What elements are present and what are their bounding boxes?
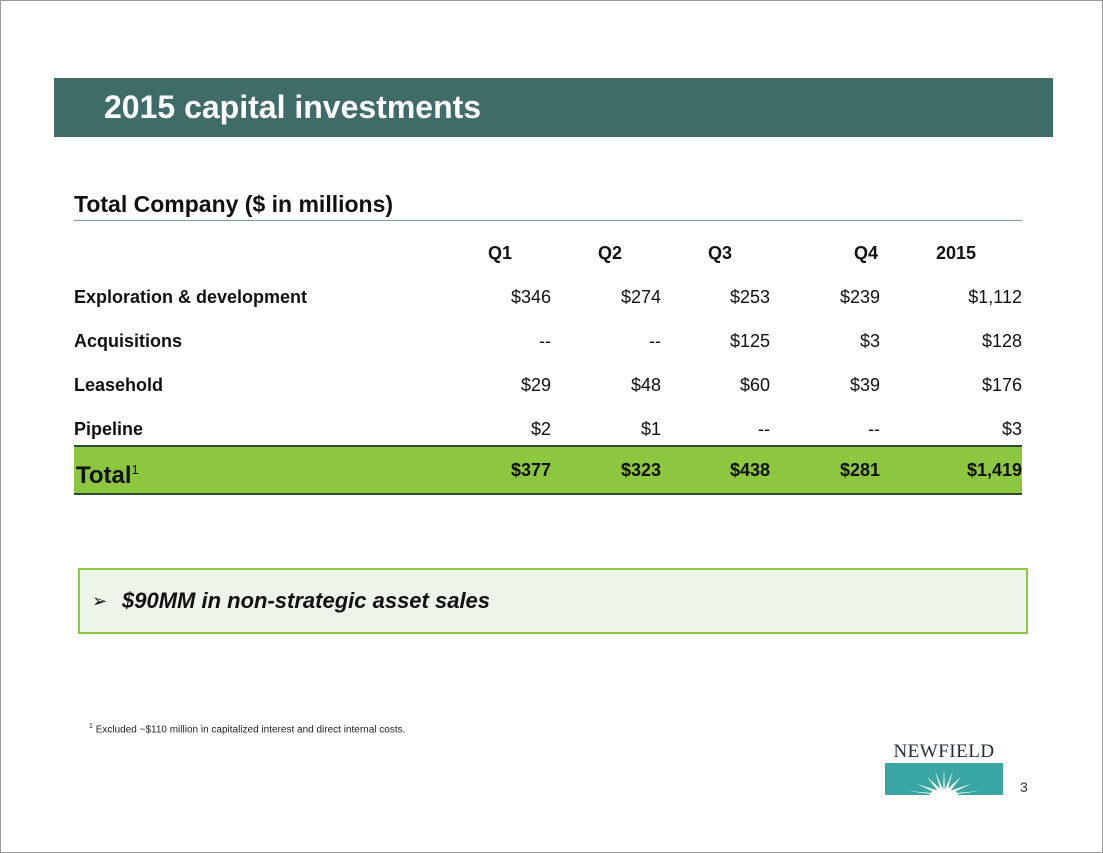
total-row: Total1 $377 $323 $438 $281 $1,419 [74, 445, 1022, 495]
cell-value: $1 [640, 419, 661, 439]
cell-value: $346 [510, 287, 551, 307]
section-title: Total Company ($ in millions) [74, 189, 1022, 221]
table-row: Pipeline $2 $1 -- -- $3 [74, 403, 1022, 447]
total-value: $438 [729, 460, 770, 480]
footnote: 1 Excluded ~$110 million in capitalized … [89, 723, 405, 735]
table-header-row: Q1 Q2 Q3 Q4 2015 [74, 235, 1022, 271]
newfield-logo: NEWFIELD [885, 741, 1003, 795]
cell-value: $60 [739, 375, 770, 395]
callout-text: $90MM in non-strategic asset sales [122, 588, 491, 613]
cell-value: -- [539, 331, 551, 351]
cell-value: $3 [859, 331, 880, 351]
header-q3: Q3 [707, 243, 732, 263]
cell-value: $128 [981, 331, 1022, 351]
header-q1: Q1 [487, 243, 512, 263]
header-q2: Q2 [597, 243, 622, 263]
table-row: Exploration & development $346 $274 $253… [74, 271, 1022, 315]
total-value: $281 [839, 460, 880, 480]
cell-value: $2 [530, 419, 551, 439]
header-q4: Q4 [853, 243, 878, 263]
cell-value: $29 [520, 375, 551, 395]
arrow-bullet-icon: ➢ [92, 591, 108, 611]
slide-title: 2015 capital investments [104, 89, 482, 125]
cell-value: $176 [981, 375, 1022, 395]
cell-value: $239 [839, 287, 880, 307]
table-row: Acquisitions -- -- $125 $3 $128 [74, 315, 1022, 359]
row-label: Exploration & development [74, 287, 308, 307]
cell-value: -- [758, 419, 770, 439]
cell-value: $274 [620, 287, 661, 307]
cell-value: -- [868, 419, 880, 439]
cell-value: $253 [729, 287, 770, 307]
footnote-number: 1 [89, 723, 93, 730]
title-bar: 2015 capital investments [54, 78, 1053, 137]
total-value: $377 [510, 460, 551, 480]
row-label: Acquisitions [74, 331, 183, 351]
callout-box: ➢ $90MM in non-strategic asset sales [78, 568, 1028, 634]
cell-value: -- [649, 331, 661, 351]
cell-value: $39 [849, 375, 880, 395]
row-label: Pipeline [74, 419, 144, 439]
page-number: 3 [1020, 779, 1028, 795]
cell-value: $3 [1001, 419, 1022, 439]
footnote-mark: 1 [131, 462, 139, 477]
capital-investments-table: Q1 Q2 Q3 Q4 2015 Exploration & developme… [74, 235, 1022, 495]
cell-value: $1,112 [968, 287, 1022, 307]
total-value: $1,419 [966, 460, 1022, 480]
cell-value: $125 [729, 331, 770, 351]
footnote-text: Excluded ~$110 million in capitalized in… [95, 724, 406, 736]
total-label-text: Total [76, 462, 132, 489]
total-label: Total1 [76, 452, 139, 494]
cell-value: $48 [630, 375, 661, 395]
total-value: $323 [620, 460, 661, 480]
sunburst-icon [885, 763, 1003, 795]
logo-wordmark: NEWFIELD [893, 741, 995, 762]
header-2015: 2015 [935, 243, 977, 263]
table-row: Leasehold $29 $48 $60 $39 $176 [74, 359, 1022, 403]
row-label: Leasehold [74, 375, 164, 395]
